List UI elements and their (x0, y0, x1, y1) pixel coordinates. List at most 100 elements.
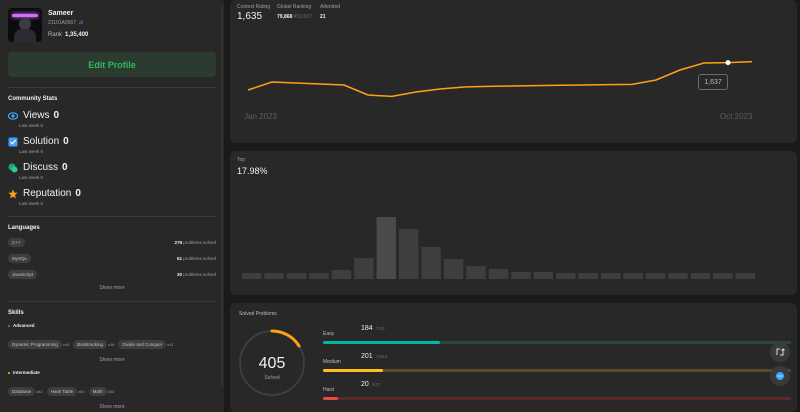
distribution-bar[interactable] (354, 258, 374, 279)
language-tag[interactable]: C++ (8, 238, 25, 247)
avatar[interactable] (8, 8, 42, 42)
solved-ring (238, 329, 306, 397)
ring-progress (238, 329, 306, 397)
count-value: 30 (176, 272, 182, 277)
distribution-bar[interactable] (623, 273, 643, 279)
distribution-bar[interactable] (264, 273, 284, 279)
distribution-bar[interactable] (421, 247, 441, 279)
solved-total: 405 (258, 355, 286, 372)
distribution-bar[interactable] (713, 273, 733, 279)
skill-tag[interactable]: Hash Table (46, 387, 78, 396)
divider (8, 216, 216, 217)
community-stats-title: Community Stats (8, 96, 58, 102)
languages-title: Languages (8, 225, 40, 231)
divider (8, 87, 216, 88)
distribution-bar[interactable] (286, 273, 307, 279)
contest-rating-value: 1,635 (237, 11, 263, 22)
top-label: Top (237, 157, 246, 163)
skill-tag[interactable]: Math (88, 387, 107, 396)
start-date-label: Jan 2023 (244, 112, 277, 121)
rating-point[interactable] (725, 60, 731, 66)
stat-value: 0 (75, 188, 81, 199)
skill-item[interactable]: Hash Table x54 (46, 380, 85, 398)
count-total: /1554 (375, 354, 387, 359)
difficulty-count: 20/637 (361, 381, 381, 388)
skill-tag[interactable]: Divide and Conquer (118, 340, 167, 349)
distribution-bar[interactable] (376, 217, 396, 279)
language-tag[interactable]: JavaScript (8, 270, 38, 279)
difficulty-label: Easy (323, 331, 335, 337)
attended-value: 21 (320, 14, 326, 20)
rating-line-chart[interactable] (230, 0, 797, 143)
progress-track (323, 397, 791, 400)
global-ranking-label: Global Ranking (277, 4, 312, 10)
distribution-bar[interactable] (578, 273, 598, 279)
skill-item[interactable]: Dynamic Programming x44 (8, 333, 69, 351)
skill-item[interactable]: Divide and Conquer x11 (118, 333, 173, 351)
distribution-bar[interactable] (466, 266, 486, 279)
distribution-bar[interactable] (488, 269, 509, 279)
rating-distribution-chart[interactable] (242, 215, 758, 279)
skill-tag[interactable]: Database (8, 387, 36, 396)
stat-sub: Last week 0 (19, 123, 44, 128)
distribution-bar[interactable] (556, 273, 576, 279)
profile-info: Sameer 21191A0567 ⇄ Rank 1,35,400 (48, 8, 88, 38)
global-ranking-value: 79,868/452,667 (277, 14, 312, 20)
language-row: C++ 278 problems solved (8, 238, 216, 247)
solved-total-label: Solved (264, 375, 280, 381)
progress-track (323, 341, 791, 344)
skill-level-advanced: Advanced (8, 323, 216, 328)
distribution-bar[interactable] (690, 273, 711, 279)
edit-profile-button[interactable]: Edit Profile (8, 52, 216, 77)
distribution-bar[interactable] (735, 273, 755, 279)
level-label: Advanced (13, 323, 35, 328)
stat-discuss: Discuss 0 Last week 0 (8, 162, 216, 180)
user-id-text: 21191A0567 (48, 20, 76, 26)
intermediate-show-more[interactable]: Show more (99, 404, 125, 410)
language-row: MySQL 51 problems solved (8, 254, 216, 263)
language-tag[interactable]: MySQL (8, 254, 32, 263)
skill-tag[interactable]: Dynamic Programming (8, 340, 62, 349)
share-button[interactable] (770, 342, 790, 362)
distribution-bar[interactable] (601, 273, 621, 279)
skill-item[interactable]: Math x53 (88, 380, 114, 398)
skill-item[interactable]: Database x62 (8, 380, 43, 398)
level-label: Intermediate (13, 370, 40, 375)
distribution-bar[interactable] (309, 273, 329, 279)
profile-sidebar: Sameer 21191A0567 ⇄ Rank 1,35,400 Edit Pr… (0, 0, 224, 412)
solved-problems-card: Solved Problems 405 Solved Easy 184/740 … (230, 303, 797, 412)
sidebar-scrollbar[interactable] (221, 6, 223, 386)
user-name: Sameer (48, 10, 74, 17)
distribution-bar[interactable] (399, 229, 419, 279)
solved-title: Solved Problems (239, 311, 277, 317)
skill-tag[interactable]: Backtracking (73, 340, 107, 349)
languages-show-more[interactable]: Show more (99, 285, 125, 291)
rank: Rank 1,35,400 (48, 32, 88, 38)
distribution-bar[interactable] (533, 272, 554, 279)
link-icon[interactable]: ⇄ (79, 20, 84, 26)
skill-tags: Dynamic Programming x44 Backtracking x16 D… (8, 333, 216, 351)
stat-sub: Last week 0 (19, 149, 44, 154)
distribution-bar[interactable] (331, 270, 352, 279)
skill-count: x16 (107, 342, 115, 347)
global-rank: 79,868 (277, 14, 293, 20)
eye-icon (8, 111, 18, 120)
stat-views: Views 0 Last week 0 (8, 110, 216, 128)
distribution-bar[interactable] (511, 272, 531, 279)
count-value: 184 (361, 325, 373, 332)
advanced-show-more[interactable]: Show more (99, 357, 125, 363)
stat-sub: Last week 0 (19, 201, 44, 206)
distribution-bar[interactable] (443, 259, 464, 279)
level-dot (8, 324, 10, 327)
language-count: 30 problems solved (177, 272, 216, 277)
skills-title: Skills (8, 310, 24, 316)
distribution-bar[interactable] (645, 273, 666, 279)
feedback-button[interactable] (770, 366, 790, 386)
contest-rating-card: Contest Rating 1,635 Global Ranking 79,8… (230, 0, 797, 143)
contest-rating-label: Contest Rating (237, 4, 271, 10)
skill-item[interactable]: Backtracking x16 (73, 333, 114, 351)
distribution-bar[interactable] (668, 273, 688, 279)
distribution-bar[interactable] (242, 273, 262, 279)
progress-fill (323, 369, 384, 372)
count-suffix: problems solved (183, 272, 216, 277)
